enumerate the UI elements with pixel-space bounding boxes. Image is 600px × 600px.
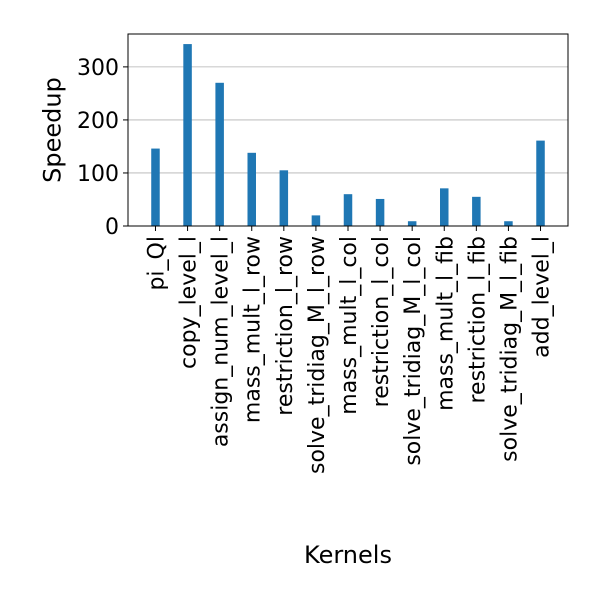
x-tick-label: mass_mult_l_row: [241, 236, 266, 423]
bar: [440, 188, 449, 226]
x-tick-label: mass_mult_l_fib: [433, 236, 458, 411]
x-axis-label: Kernels: [304, 541, 392, 569]
bar: [472, 196, 481, 226]
bar: [247, 152, 256, 226]
bar: [504, 221, 513, 226]
y-axis-label: Speedup: [38, 77, 66, 183]
bars: [151, 44, 545, 226]
bar: [151, 148, 160, 226]
y-tick-label: 300: [77, 56, 119, 81]
bar: [183, 44, 192, 226]
bar: [311, 215, 321, 226]
x-tick-label: mass_mult_l_col: [337, 236, 362, 415]
x-axis-ticks: pi_Ql copy_level_l assign_num_level_l mass_…: [144, 226, 555, 474]
bar: [407, 221, 417, 226]
y-tick-label: 100: [77, 162, 119, 187]
y-tick-label: 200: [77, 109, 119, 134]
x-tick-label: restriction_l_fib: [465, 236, 490, 404]
bar: [343, 194, 353, 226]
x-tick-label: solve_tridiag_M_l_col: [401, 236, 426, 466]
bar: [375, 198, 385, 226]
y-axis-ticks: 0 100 200 300: [77, 56, 128, 240]
x-tick-label: restriction_l_col: [369, 236, 394, 407]
x-tick-label: solve_tridiag_M_l_fib: [497, 236, 522, 462]
bar: [536, 140, 545, 226]
y-tick-label: 0: [105, 215, 119, 240]
x-tick-label: assign_num_level_l: [209, 236, 234, 447]
x-tick-label: solve_tridiag_M_l_row: [305, 236, 330, 474]
bar: [279, 170, 289, 226]
x-tick-label: copy_level_l: [177, 236, 202, 369]
x-tick-label: add_level_l: [530, 236, 555, 358]
x-tick-label: restriction_l_row: [273, 236, 298, 416]
bar: [215, 82, 224, 226]
x-tick-label: pi_Ql: [144, 236, 169, 291]
